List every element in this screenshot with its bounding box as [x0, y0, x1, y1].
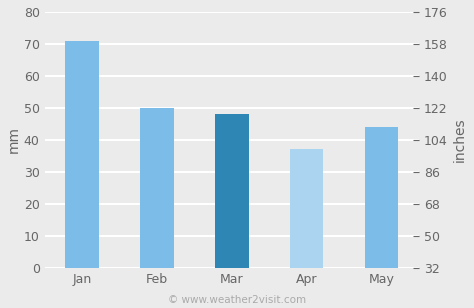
Bar — [290, 149, 323, 268]
Bar — [65, 41, 99, 268]
Text: © www.weather2visit.com: © www.weather2visit.com — [168, 295, 306, 305]
Y-axis label: inches: inches — [453, 118, 467, 162]
Bar — [365, 127, 398, 268]
Bar — [140, 108, 173, 268]
Y-axis label: mm: mm — [7, 126, 21, 153]
Bar — [215, 114, 248, 268]
